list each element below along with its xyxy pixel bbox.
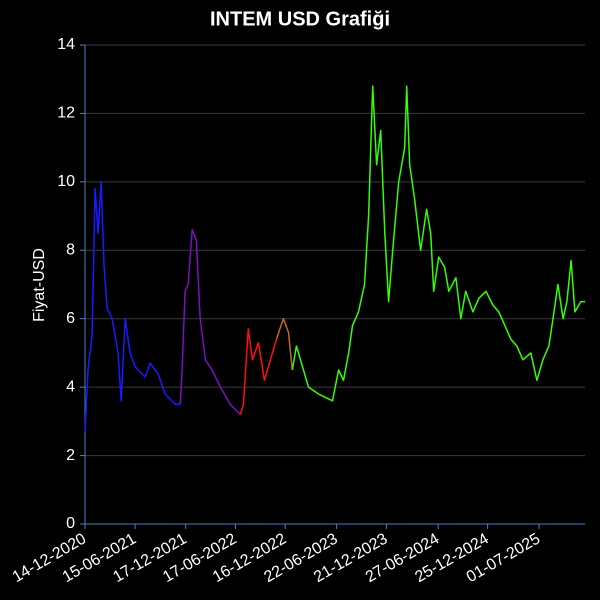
y-tick-label: 12 [57, 105, 75, 122]
y-tick-label: 4 [66, 378, 75, 395]
y-tick-label: 8 [66, 242, 75, 259]
price-line [275, 317, 294, 371]
y-tick-label: 10 [57, 173, 75, 190]
price-line [291, 85, 585, 402]
y-tick-label: 2 [66, 447, 75, 464]
y-tick-label: 0 [66, 515, 75, 532]
y-axis-label: Fiyat-USD [31, 248, 48, 322]
price-line [239, 328, 278, 415]
price-line [84, 181, 181, 432]
y-tick-label: 14 [57, 36, 75, 53]
y-tick-label: 6 [66, 310, 75, 327]
price-line [179, 229, 241, 416]
chart-title: INTEM USD Grafiği [210, 8, 390, 30]
